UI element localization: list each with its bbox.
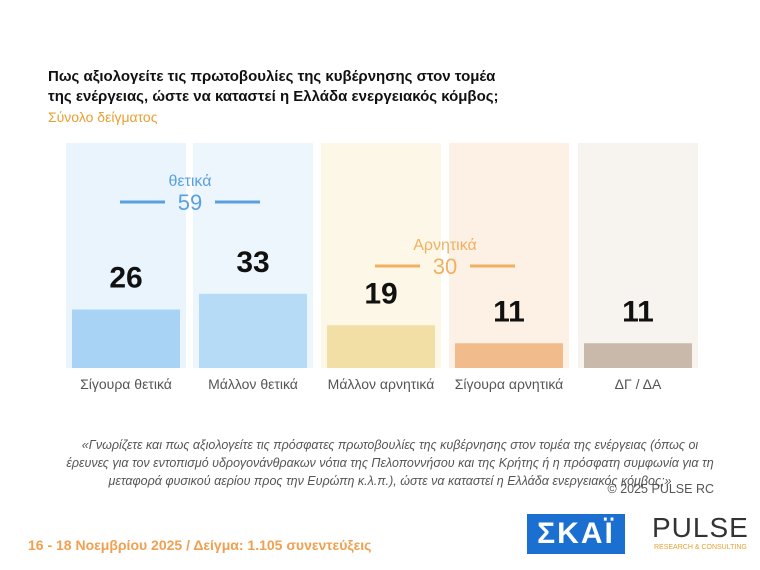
title-line: της ενέργειας, ώστε να καταστεί η Ελλάδα… xyxy=(48,88,499,105)
category-label: Σίγουρα αρνητικά xyxy=(454,376,564,392)
group-label: Αρνητικά xyxy=(413,237,477,254)
pulse-subtitle: RESEARCH & CONSULTING xyxy=(654,544,747,551)
category-label: Μάλλον θετικά xyxy=(208,376,298,392)
question-note: «Γνωρίζετε και πως αξιολογείτε τις πρόσφ… xyxy=(66,438,714,488)
group-label: θετικά xyxy=(169,173,212,190)
column-panel xyxy=(449,143,569,368)
footer: 16 - 18 Νοεμβρίου 2025 / Δείγμα: 1.105 σ… xyxy=(28,537,372,553)
category-label: ΔΓ / ΔΑ xyxy=(614,376,662,392)
bar xyxy=(455,343,563,368)
category-label: Σίγουρα θετικά xyxy=(80,376,172,392)
value-label: 26 xyxy=(109,262,142,295)
column-panel xyxy=(578,143,698,368)
value-label: 33 xyxy=(236,246,269,279)
group-total: 30 xyxy=(433,254,457,279)
category-label: Μάλλον αρνητικά xyxy=(327,376,435,392)
skai-logo: ΣΚΑΪ xyxy=(527,514,625,554)
subtitle: Σύνολο δείγματος xyxy=(48,109,158,125)
value-label: 11 xyxy=(622,295,654,328)
value-label: 19 xyxy=(364,277,397,310)
pulse-logo: PULSE xyxy=(652,512,749,543)
bar xyxy=(199,293,307,368)
group-total: 59 xyxy=(178,190,202,215)
bar xyxy=(584,343,692,368)
value-label: 11 xyxy=(493,295,525,328)
bar xyxy=(327,325,435,368)
bar xyxy=(72,309,180,368)
copyright: © 2025 PULSE RC xyxy=(607,482,714,496)
title-line: Πως αξιολογείτε τις πρωτοβουλίες της κυβ… xyxy=(48,68,496,85)
